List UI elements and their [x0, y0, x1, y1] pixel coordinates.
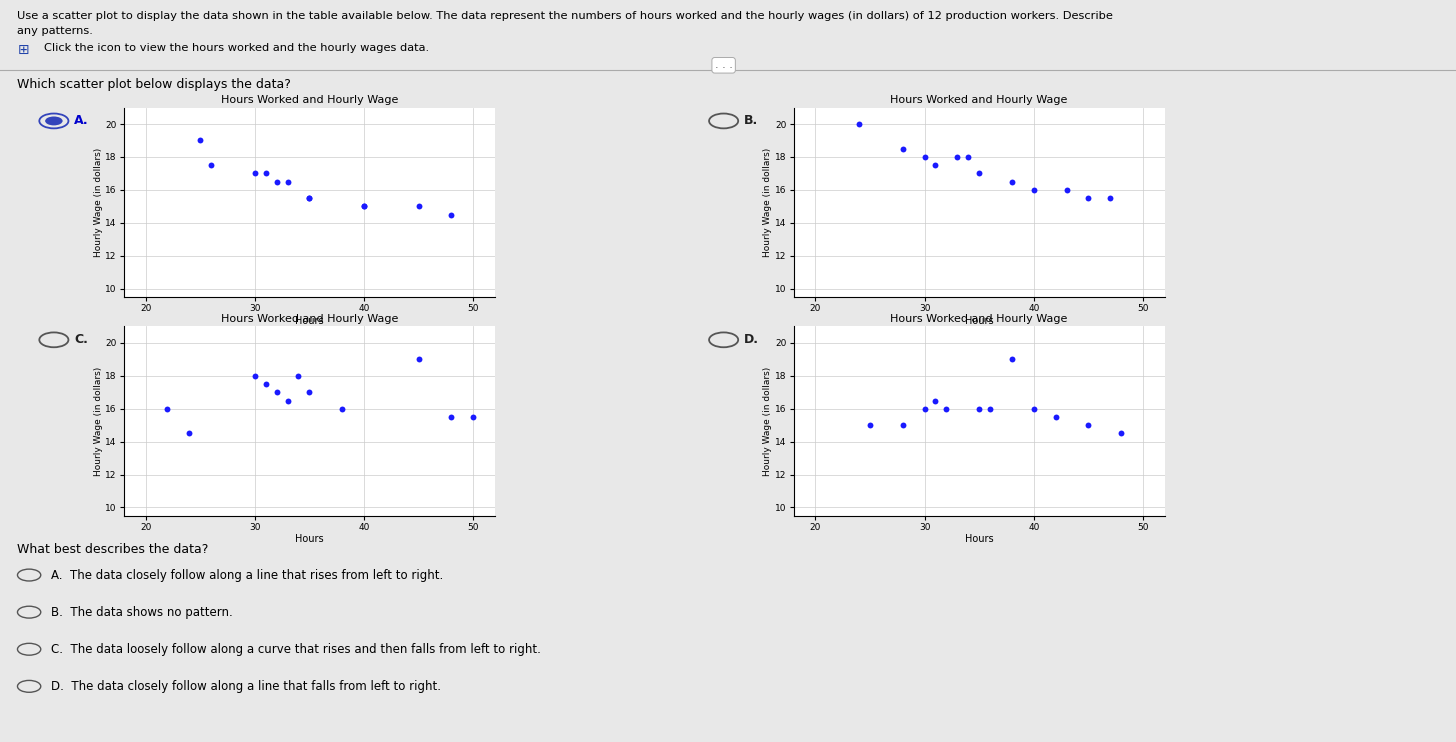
X-axis label: Hours: Hours — [296, 315, 323, 326]
Text: D.: D. — [744, 333, 759, 347]
Point — [1000, 176, 1024, 188]
Point — [462, 411, 485, 423]
Text: Which scatter plot below displays the data?: Which scatter plot below displays the da… — [17, 78, 291, 91]
Point — [1000, 353, 1024, 365]
Point — [297, 192, 320, 204]
Text: A.  The data closely follow along a line that rises from left to right.: A. The data closely follow along a line … — [51, 568, 443, 582]
Point — [243, 168, 266, 180]
Text: Click the icon to view the hours worked and the hourly wages data.: Click the icon to view the hours worked … — [44, 43, 430, 53]
Point — [156, 403, 179, 415]
Point — [352, 200, 376, 212]
Point — [199, 160, 223, 171]
Text: ⊞: ⊞ — [17, 43, 29, 57]
Y-axis label: Hourly Wage (in dollars): Hourly Wage (in dollars) — [763, 367, 772, 476]
Point — [847, 118, 871, 130]
Title: Hours Worked and Hourly Wage: Hours Worked and Hourly Wage — [891, 315, 1067, 324]
Point — [277, 176, 300, 188]
Text: B.  The data shows no pattern.: B. The data shows no pattern. — [51, 605, 233, 619]
Text: . . .: . . . — [715, 60, 732, 70]
Text: A.: A. — [74, 114, 89, 128]
Point — [968, 403, 992, 415]
Text: B.: B. — [744, 114, 759, 128]
Point — [1044, 411, 1067, 423]
Point — [925, 395, 948, 407]
Text: C.: C. — [74, 333, 89, 347]
Point — [253, 168, 277, 180]
Text: Use a scatter plot to display the data shown in the table available below. The d: Use a scatter plot to display the data s… — [17, 11, 1114, 21]
Point — [913, 151, 936, 163]
Title: Hours Worked and Hourly Wage: Hours Worked and Hourly Wage — [891, 96, 1067, 105]
Text: D.  The data closely follow along a line that falls from left to right.: D. The data closely follow along a line … — [51, 680, 441, 693]
Point — [178, 427, 201, 439]
Point — [440, 411, 463, 423]
Y-axis label: Hourly Wage (in dollars): Hourly Wage (in dollars) — [93, 148, 102, 257]
Text: any patterns.: any patterns. — [17, 26, 93, 36]
Point — [265, 176, 288, 188]
Point — [277, 395, 300, 407]
Y-axis label: Hourly Wage (in dollars): Hourly Wage (in dollars) — [763, 148, 772, 257]
Point — [957, 151, 980, 163]
Point — [935, 403, 958, 415]
Point — [297, 387, 320, 398]
Y-axis label: Hourly Wage (in dollars): Hourly Wage (in dollars) — [93, 367, 102, 476]
Point — [406, 353, 431, 365]
Point — [968, 168, 992, 180]
Point — [1077, 192, 1101, 204]
Point — [243, 370, 266, 382]
Point — [440, 209, 463, 220]
Point — [265, 387, 288, 398]
Point — [1022, 403, 1045, 415]
Point — [1054, 184, 1077, 196]
Point — [925, 160, 948, 171]
Point — [1077, 419, 1101, 431]
Point — [287, 370, 310, 382]
Point — [978, 403, 1002, 415]
Point — [1022, 184, 1045, 196]
Point — [913, 403, 936, 415]
Text: What best describes the data?: What best describes the data? — [17, 543, 208, 556]
Point — [1109, 427, 1133, 439]
Text: C.  The data loosely follow along a curve that rises and then falls from left to: C. The data loosely follow along a curve… — [51, 643, 540, 656]
Point — [891, 142, 914, 154]
Point — [859, 419, 882, 431]
Point — [891, 419, 914, 431]
Point — [331, 403, 354, 415]
X-axis label: Hours: Hours — [965, 315, 993, 326]
X-axis label: Hours: Hours — [965, 534, 993, 545]
Point — [946, 151, 970, 163]
Point — [1098, 192, 1121, 204]
Title: Hours Worked and Hourly Wage: Hours Worked and Hourly Wage — [221, 96, 397, 105]
X-axis label: Hours: Hours — [296, 534, 323, 545]
Point — [189, 134, 213, 146]
Point — [406, 200, 431, 212]
Point — [352, 200, 376, 212]
Title: Hours Worked and Hourly Wage: Hours Worked and Hourly Wage — [221, 315, 397, 324]
Point — [253, 378, 277, 390]
Point — [297, 192, 320, 204]
